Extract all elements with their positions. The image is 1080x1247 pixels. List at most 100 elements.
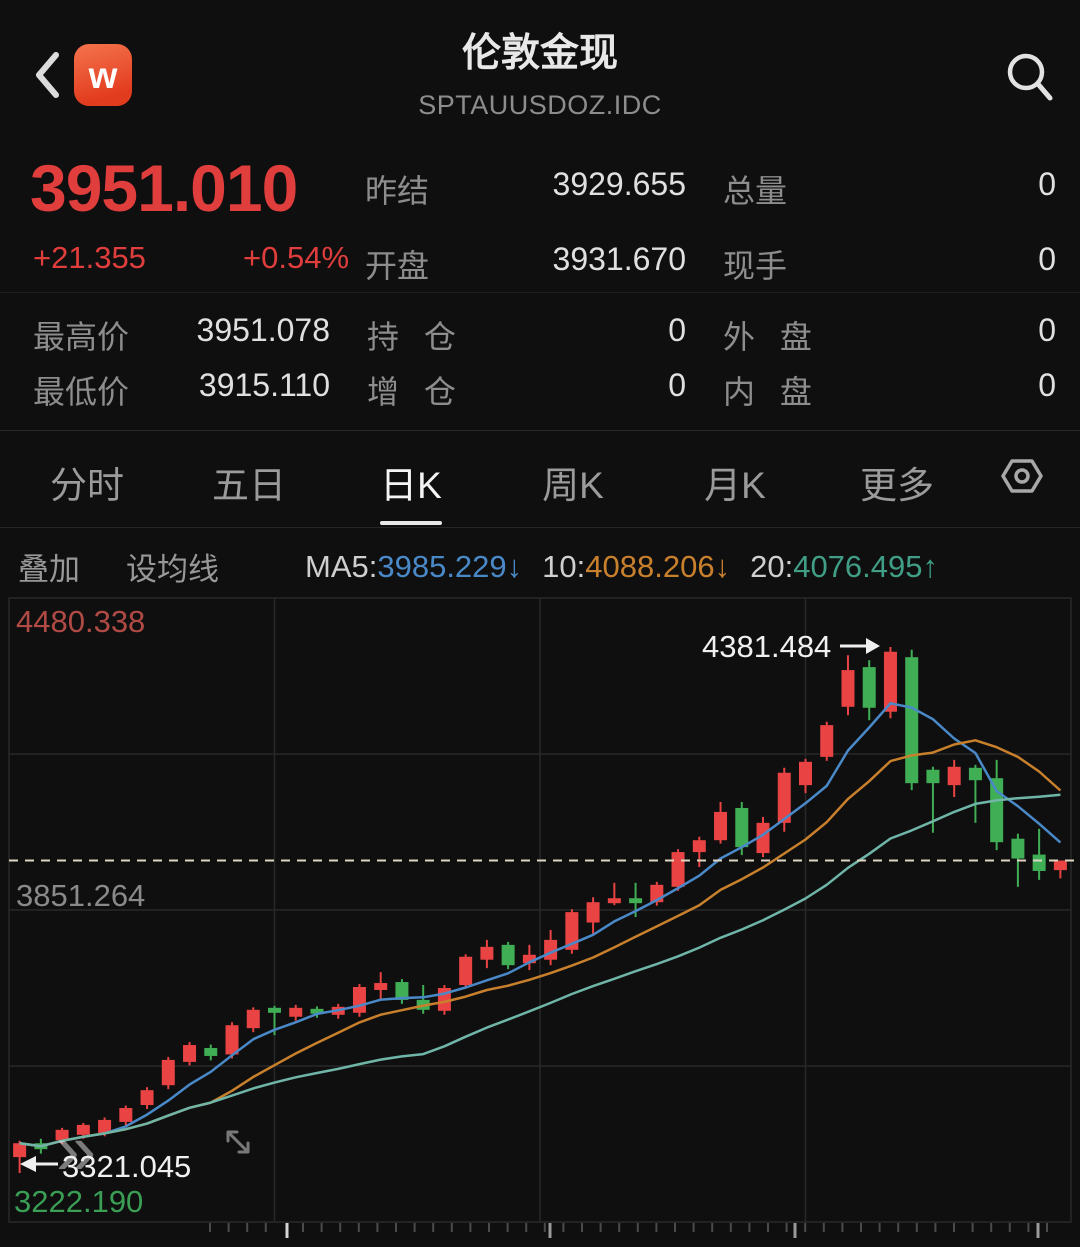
candle-down bbox=[395, 982, 409, 1000]
ma5-value: 3985.229 bbox=[377, 548, 507, 584]
open-interest-value: 0 bbox=[668, 312, 686, 348]
chart-tabs: 分时 五日 日K 周K 月K 更多 bbox=[47, 455, 937, 525]
candle-down bbox=[968, 767, 982, 781]
high-value: 3951.078 bbox=[196, 312, 330, 348]
tab-weekly-k[interactable]: 周K bbox=[542, 465, 604, 506]
candle-up bbox=[820, 725, 834, 757]
candle-up bbox=[459, 956, 473, 986]
candle-up bbox=[119, 1108, 133, 1122]
candle-up bbox=[374, 983, 388, 990]
candle-up bbox=[140, 1090, 154, 1106]
low-label: 最低价 bbox=[33, 374, 130, 410]
candle-up bbox=[799, 761, 812, 786]
ma5-line bbox=[19, 702, 1062, 1148]
current-volume-label: 现手 bbox=[723, 248, 788, 284]
candle-up bbox=[289, 1007, 303, 1017]
candle-up bbox=[692, 840, 706, 853]
candle-down bbox=[735, 807, 749, 848]
ma20-direction-icon: ↑ bbox=[922, 548, 939, 584]
divider bbox=[0, 527, 1080, 528]
candle-up bbox=[1053, 860, 1067, 871]
current-volume-value: 0 bbox=[1038, 241, 1056, 277]
outer-lots-label: 外 盘 bbox=[723, 319, 812, 355]
prev-close-label: 昨结 bbox=[365, 173, 430, 209]
candle-down bbox=[310, 1008, 324, 1014]
high-label: 最高价 bbox=[33, 319, 130, 355]
total-volume-label: 总量 bbox=[723, 173, 788, 209]
tab-more[interactable]: 更多 bbox=[860, 465, 934, 506]
high-arrowhead-icon bbox=[866, 638, 880, 654]
ma10-direction-icon: ↓ bbox=[714, 548, 731, 584]
ticker-code: SPTAUUSDOZ.IDC bbox=[418, 90, 662, 120]
candle-up bbox=[522, 954, 536, 964]
inner-lots-value: 0 bbox=[1038, 367, 1056, 403]
period-high-annotation: 4381.484 bbox=[702, 629, 831, 664]
candle-down bbox=[1032, 854, 1046, 871]
price-change-percent: +0.54% bbox=[243, 240, 350, 275]
y-mid-label: 3851.264 bbox=[16, 878, 145, 913]
ma-toolbar: 叠加 设均线 MA5: 3985.229 ↓ 10: 4088.206 ↓ 20… bbox=[18, 544, 938, 589]
candle-down bbox=[268, 1007, 281, 1013]
last-price: 3951.010 bbox=[30, 151, 298, 225]
open-label: 开盘 bbox=[365, 248, 430, 284]
candle-up bbox=[246, 1009, 260, 1029]
low-value: 3915.110 bbox=[198, 367, 330, 403]
chart-settings-icon[interactable] bbox=[1000, 456, 1044, 498]
candle-up bbox=[183, 1045, 197, 1062]
tab-daily-k[interactable]: 日K bbox=[371, 455, 451, 525]
candle-down bbox=[862, 667, 876, 708]
candlestick-chart[interactable]: » 4480.338 3851.264 3222.190 4381.484 3321.04… bbox=[0, 595, 1080, 1247]
candle-up bbox=[586, 902, 600, 923]
inner-lots-label: 内 盘 bbox=[723, 374, 812, 410]
ma10-label: 10: bbox=[542, 548, 586, 584]
candle-down bbox=[204, 1048, 218, 1056]
overlay-button[interactable]: 叠加 bbox=[18, 552, 80, 587]
expand-chevrons-icon[interactable]: » bbox=[56, 1110, 96, 1190]
ma-values: MA5: 3985.229 ↓ 10: 4088.206 ↓ 20: 4076.… bbox=[305, 549, 938, 585]
candle-up bbox=[756, 822, 770, 854]
oi-change-value: 0 bbox=[668, 367, 686, 403]
candle-up bbox=[225, 1025, 239, 1055]
resize-icon[interactable] bbox=[226, 1130, 250, 1154]
low-arrowhead-icon bbox=[20, 1156, 36, 1172]
search-icon[interactable] bbox=[1002, 48, 1060, 106]
ma20-value: 4076.495 bbox=[793, 548, 923, 584]
candle-up bbox=[480, 946, 494, 960]
tab-five-day[interactable]: 五日 bbox=[212, 465, 286, 506]
candle-up bbox=[777, 772, 791, 823]
page-title: 伦敦金现 bbox=[461, 32, 618, 75]
candle-down bbox=[629, 898, 643, 904]
wind-app-logo[interactable]: w bbox=[74, 44, 132, 106]
candle-down bbox=[926, 769, 940, 784]
ma20-line bbox=[19, 793, 1061, 1148]
period-low-annotation: 3321.045 bbox=[62, 1149, 191, 1184]
candle-up bbox=[13, 1143, 27, 1158]
candle-up bbox=[565, 912, 579, 950]
candle-up bbox=[352, 987, 366, 1013]
candle-up bbox=[161, 1059, 175, 1086]
ma5-label: MA5: bbox=[305, 548, 378, 584]
candle-up bbox=[714, 811, 728, 841]
ma20-label: 20: bbox=[750, 548, 794, 584]
candle-down bbox=[1011, 838, 1025, 859]
candle-down bbox=[905, 657, 919, 784]
set-ma-button[interactable]: 设均线 bbox=[126, 552, 219, 587]
tab-minute[interactable]: 分时 bbox=[50, 465, 124, 506]
y-min-label: 3222.190 bbox=[14, 1184, 143, 1219]
candle-up bbox=[607, 898, 621, 904]
candle-up bbox=[98, 1119, 112, 1133]
back-icon[interactable] bbox=[34, 50, 62, 100]
candle-up bbox=[76, 1124, 90, 1135]
tab-monthly-k[interactable]: 月K bbox=[704, 465, 766, 506]
y-max-label: 4480.338 bbox=[16, 604, 145, 639]
candle-down bbox=[501, 944, 515, 966]
prev-close-value: 3929.655 bbox=[552, 166, 686, 202]
open-interest-label: 持 仓 bbox=[367, 319, 456, 355]
divider bbox=[0, 292, 1080, 293]
logo-letter: w bbox=[88, 55, 118, 96]
total-volume-value: 0 bbox=[1038, 166, 1056, 202]
divider bbox=[0, 430, 1080, 431]
open-value: 3931.670 bbox=[552, 241, 686, 277]
ma10-value: 4088.206 bbox=[585, 548, 715, 584]
